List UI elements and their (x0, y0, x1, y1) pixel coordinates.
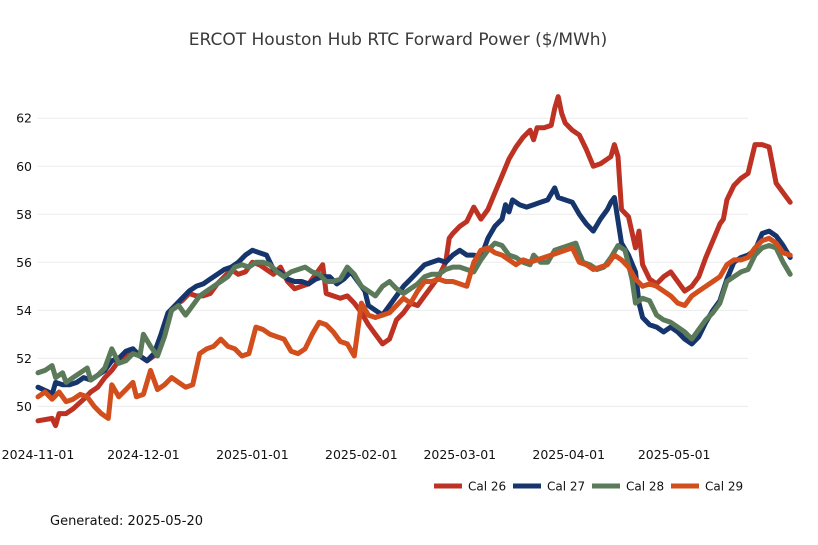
y-tick-label: 56 (16, 255, 32, 270)
y-tick-label: 54 (16, 303, 32, 318)
x-tick-label: 2024-12-01 (107, 447, 180, 462)
series-line-cal-29 (35, 235, 793, 421)
series-lines (35, 94, 793, 429)
y-tick-label: 50 (16, 399, 32, 414)
y-tick-label: 52 (16, 351, 32, 366)
generated-footer: Generated: 2025-05-20 (50, 514, 203, 529)
legend-label: Cal 28 (626, 480, 664, 494)
series-line-cal-28 (35, 240, 793, 385)
legend-label: Cal 26 (468, 480, 506, 494)
x-tick-label: 2025-05-01 (638, 447, 711, 462)
chart-title: ERCOT Houston Hub RTC Forward Power ($/M… (189, 30, 607, 50)
y-axis-ticks: 50 52 54 56 58 60 62 (16, 111, 32, 414)
legend-label: Cal 27 (547, 480, 585, 494)
series-line-cal-27 (35, 185, 793, 397)
legend-label: Cal 29 (705, 480, 743, 494)
x-tick-label: 2025-04-01 (532, 447, 605, 462)
x-tick-label: 2025-03-01 (423, 447, 496, 462)
y-tick-label: 60 (16, 159, 32, 174)
x-tick-label: 2025-02-01 (325, 447, 398, 462)
legend: Cal 26 Cal 27 Cal 28 Cal 29 (434, 480, 743, 494)
y-tick-label: 58 (16, 207, 32, 222)
x-tick-label: 2025-01-01 (216, 447, 289, 462)
x-axis-ticks: 2024-11-01 2024-12-01 2025-01-01 2025-02-01… (2, 447, 711, 462)
x-tick-label: 2024-11-01 (2, 447, 75, 462)
y-tick-label: 62 (16, 111, 32, 126)
